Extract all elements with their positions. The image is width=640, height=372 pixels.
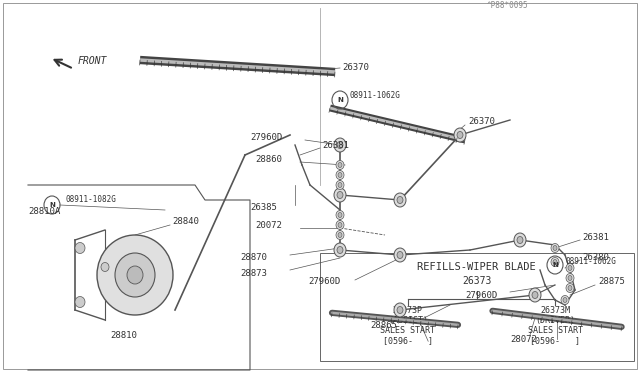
- Ellipse shape: [397, 307, 403, 314]
- Ellipse shape: [568, 285, 572, 291]
- Text: 20072: 20072: [255, 221, 282, 231]
- Ellipse shape: [97, 235, 173, 315]
- Ellipse shape: [568, 276, 572, 280]
- Text: (DRIVER): (DRIVER): [535, 317, 575, 326]
- Ellipse shape: [568, 266, 572, 270]
- Text: 26373M: 26373M: [540, 307, 570, 315]
- Ellipse shape: [532, 292, 538, 298]
- Text: 28873: 28873: [240, 269, 267, 278]
- Ellipse shape: [394, 248, 406, 262]
- Ellipse shape: [336, 180, 344, 189]
- Ellipse shape: [517, 237, 523, 244]
- Text: [0596-   ]: [0596- ]: [530, 336, 580, 346]
- Ellipse shape: [394, 303, 406, 317]
- Ellipse shape: [338, 173, 342, 177]
- Ellipse shape: [336, 211, 344, 219]
- Ellipse shape: [338, 232, 342, 237]
- Text: [0596-   ]: [0596- ]: [383, 336, 433, 346]
- Text: REFILLS-WIPER BLADE: REFILLS-WIPER BLADE: [417, 262, 536, 272]
- Text: 26370: 26370: [342, 64, 369, 73]
- Text: 28875: 28875: [598, 278, 625, 286]
- Ellipse shape: [457, 131, 463, 138]
- Ellipse shape: [553, 260, 557, 264]
- Text: 28860: 28860: [255, 155, 282, 164]
- Ellipse shape: [75, 296, 85, 308]
- Ellipse shape: [337, 192, 343, 199]
- Ellipse shape: [566, 283, 574, 292]
- Text: 26380: 26380: [582, 253, 609, 263]
- Ellipse shape: [338, 183, 342, 187]
- Text: 08911-1062G: 08911-1062G: [350, 92, 401, 100]
- Text: 08911-1062G: 08911-1062G: [565, 257, 616, 266]
- Ellipse shape: [101, 263, 109, 272]
- Ellipse shape: [394, 193, 406, 207]
- Ellipse shape: [336, 221, 344, 230]
- Text: 26373P: 26373P: [393, 307, 423, 315]
- Ellipse shape: [338, 163, 342, 167]
- Text: 27960D: 27960D: [250, 134, 282, 142]
- Ellipse shape: [561, 295, 569, 305]
- Text: N: N: [552, 262, 558, 268]
- Ellipse shape: [338, 212, 342, 218]
- Ellipse shape: [397, 196, 403, 203]
- Ellipse shape: [553, 246, 557, 250]
- Ellipse shape: [336, 170, 344, 180]
- Ellipse shape: [334, 188, 346, 202]
- Ellipse shape: [566, 273, 574, 282]
- Ellipse shape: [115, 253, 155, 297]
- Ellipse shape: [338, 222, 342, 228]
- Text: 26373: 26373: [462, 276, 492, 286]
- Bar: [320, 253, 634, 361]
- Text: 26370: 26370: [468, 118, 495, 126]
- Text: 28810: 28810: [110, 330, 137, 340]
- Text: (ASSIST): (ASSIST): [388, 317, 428, 326]
- Text: SALES START: SALES START: [528, 327, 582, 336]
- Text: 28810A: 28810A: [28, 208, 60, 217]
- Text: N: N: [337, 97, 343, 103]
- Ellipse shape: [551, 244, 559, 253]
- Text: 26385: 26385: [250, 203, 277, 212]
- Ellipse shape: [75, 243, 85, 253]
- Text: SALES START: SALES START: [380, 327, 435, 336]
- Ellipse shape: [337, 247, 343, 253]
- Ellipse shape: [397, 251, 403, 259]
- Ellipse shape: [514, 233, 526, 247]
- Ellipse shape: [563, 298, 567, 302]
- Ellipse shape: [337, 141, 343, 148]
- Text: 28870: 28870: [240, 253, 267, 263]
- Ellipse shape: [127, 266, 143, 284]
- Text: 26381: 26381: [582, 232, 609, 241]
- Ellipse shape: [566, 263, 574, 273]
- Ellipse shape: [336, 231, 344, 240]
- Ellipse shape: [336, 160, 344, 170]
- Ellipse shape: [334, 243, 346, 257]
- Ellipse shape: [529, 288, 541, 302]
- Text: 27960D: 27960D: [465, 291, 497, 299]
- Ellipse shape: [551, 257, 559, 266]
- Text: 26381: 26381: [322, 141, 349, 151]
- Text: 28865: 28865: [370, 321, 397, 330]
- Text: ^P88*0095: ^P88*0095: [486, 1, 528, 10]
- Ellipse shape: [454, 128, 466, 142]
- Text: FRONT: FRONT: [77, 56, 107, 66]
- Ellipse shape: [334, 138, 346, 152]
- Text: 27960D: 27960D: [308, 278, 340, 286]
- Text: N: N: [49, 202, 55, 208]
- Text: 28840: 28840: [172, 218, 199, 227]
- Text: 28072: 28072: [510, 336, 537, 344]
- Text: 08911-1082G: 08911-1082G: [65, 196, 116, 205]
